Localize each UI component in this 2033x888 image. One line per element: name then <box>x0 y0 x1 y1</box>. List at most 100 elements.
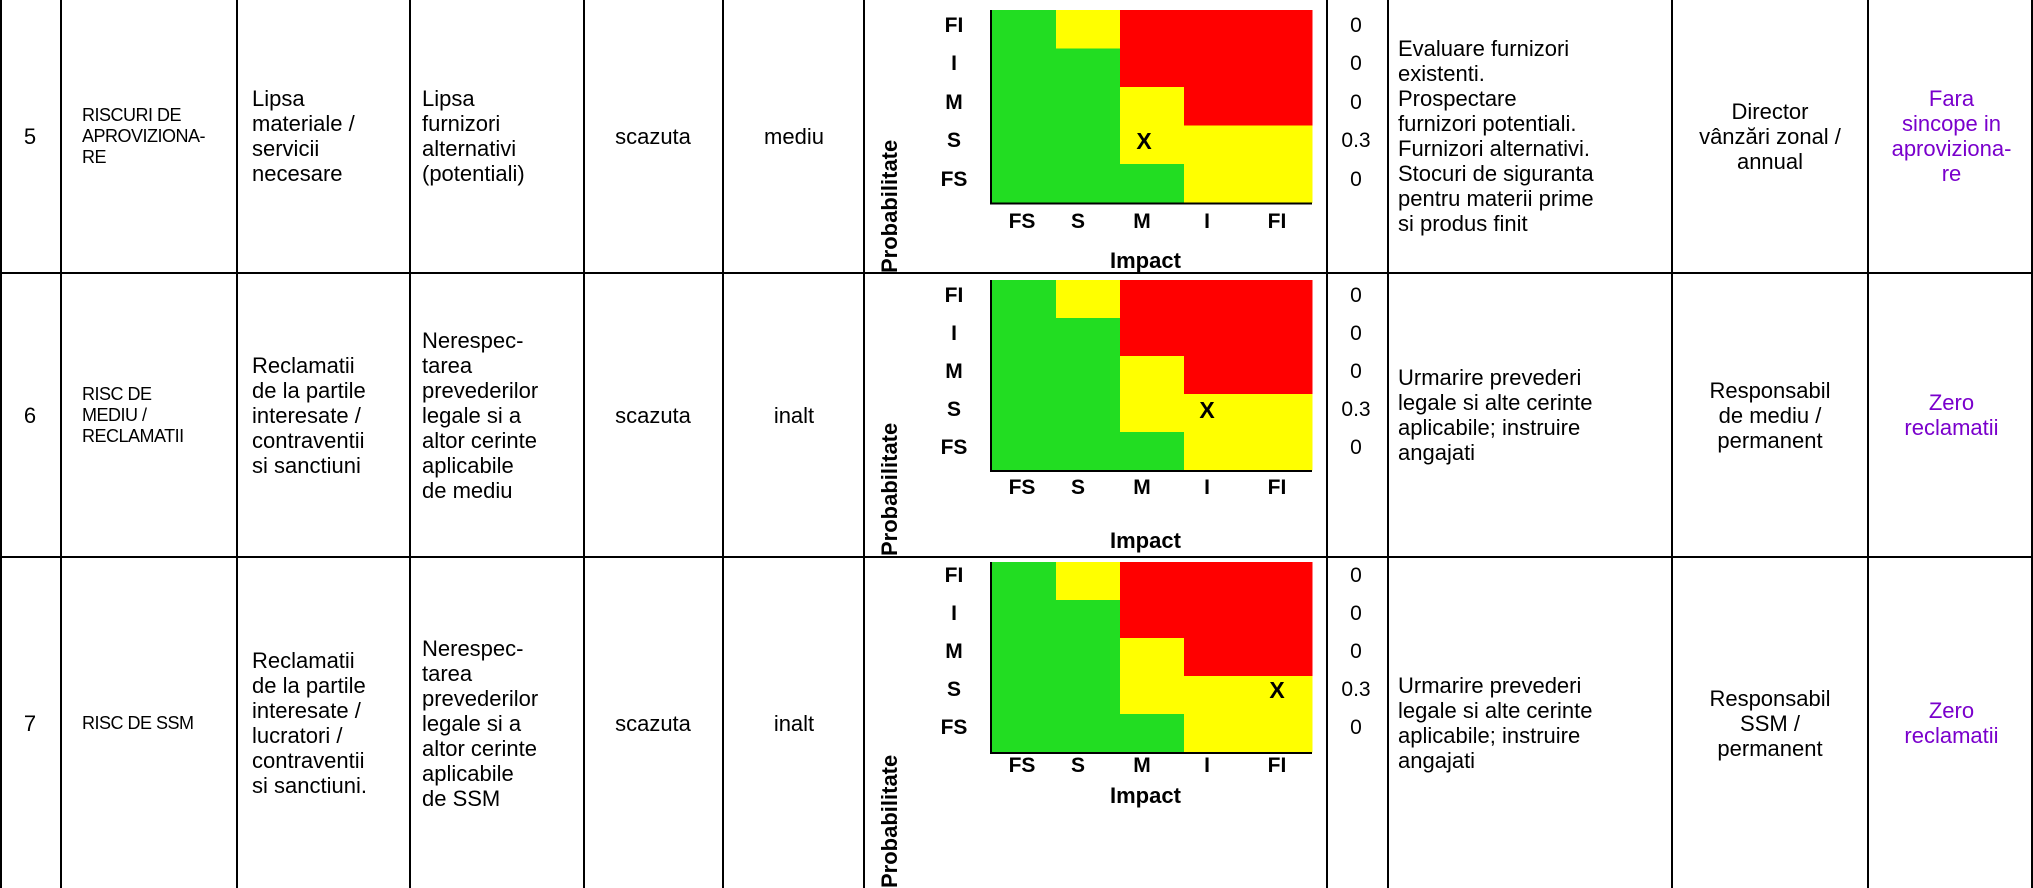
row-label-s: S <box>946 129 961 152</box>
matrix-cell-m-i <box>1184 638 1249 677</box>
col-label-s: S <box>1070 210 1085 233</box>
column-divider <box>1387 0 1389 888</box>
row-7-category: RISC DE SSM <box>82 712 194 733</box>
matrix-cell-i-i <box>1184 318 1249 357</box>
row-6-pvalue-s: 0.3 <box>1341 398 1371 421</box>
row-7-pvalue-i: 0 <box>1350 602 1362 625</box>
matrix-cell-m-fs <box>992 638 1057 677</box>
column-divider <box>0 0 2 888</box>
row-label-i: I <box>951 602 957 625</box>
matrix-cell-s-i <box>1184 394 1249 433</box>
matrix-cell-i-s <box>1056 318 1121 357</box>
matrix-cell-i-s <box>1056 48 1121 88</box>
col-label-fs: FS <box>1008 476 1036 499</box>
matrix-cell-i-fi <box>1248 48 1313 88</box>
row-label-m: M <box>945 360 963 383</box>
row-6-target: Zero reclamatii <box>1904 390 1999 440</box>
risk-matrix-cells <box>990 10 1313 205</box>
matrix-cell-m-s <box>1056 87 1121 126</box>
impact-axis-label: Impact <box>1110 248 1181 273</box>
matrix-cell-s-fs <box>992 125 1057 165</box>
matrix-cell-m-fs <box>992 356 1057 395</box>
matrix-cell-fi-m <box>1120 562 1185 601</box>
row-label-i: I <box>951 322 957 345</box>
matrix-cell-fs-fi <box>1248 164 1313 203</box>
row-5-pvalue-i: 0 <box>1350 52 1362 75</box>
col-label-s: S <box>1070 476 1085 499</box>
matrix-cell-fi-fi <box>1248 10 1313 49</box>
row-7-pvalue-s: 0.3 <box>1341 678 1371 701</box>
row-6-cause: Nerespec- tarea prevederilor legale si a… <box>422 327 539 503</box>
col-label-i: I <box>1204 476 1210 499</box>
col-label-fi: FI <box>1267 476 1287 499</box>
matrix-cell-s-fi <box>1248 394 1313 433</box>
matrix-cell-s-fs <box>992 676 1057 715</box>
row-7-target: Zero reclamatii <box>1904 698 1999 748</box>
col-label-s: S <box>1070 754 1085 777</box>
risk-mark: X <box>1199 397 1215 423</box>
column-divider <box>863 0 865 888</box>
risk-matrix-row-5: Probabilitate FI I M S FS FS S M I FI Im… <box>872 0 1332 273</box>
matrix-cell-s-s <box>1056 125 1121 165</box>
row-label-m: M <box>945 91 963 114</box>
risk-matrix-grid <box>990 280 1313 472</box>
row-6-description: Reclamatii de la partile interesate / co… <box>252 352 366 478</box>
row-5-pvalue-fs: 0 <box>1350 168 1362 191</box>
matrix-cell-m-fi <box>1248 87 1313 126</box>
matrix-cell-m-s <box>1056 356 1121 395</box>
matrix-cell-s-fs <box>992 394 1057 433</box>
column-divider <box>409 0 411 888</box>
matrix-cell-fi-fi <box>1248 280 1313 319</box>
column-divider <box>583 0 585 888</box>
col-label-m: M <box>1133 210 1151 233</box>
matrix-cell-fs-fs <box>992 714 1057 753</box>
matrix-cell-fi-fs <box>992 280 1057 319</box>
row-label-s: S <box>946 678 961 701</box>
row-7-measures: Urmarire prevederi legale si alte cerint… <box>1398 673 1593 773</box>
matrix-cell-fi-m <box>1120 280 1185 319</box>
col-label-fs: FS <box>1008 210 1036 233</box>
matrix-cell-fi-fs <box>992 562 1057 601</box>
column-divider <box>2031 0 2033 888</box>
row-7-pvalue-fs: 0 <box>1350 716 1362 739</box>
row-6-measures: Urmarire prevederi legale si alte cerint… <box>1398 365 1593 465</box>
row-label-m: M <box>945 640 963 663</box>
risk-mark: X <box>1136 128 1152 154</box>
row-5-responsible: Director vânzări zonal / annual <box>1699 98 1841 174</box>
matrix-cell-fi-s <box>1056 280 1121 319</box>
matrix-cell-fi-i <box>1184 10 1249 49</box>
row-5-pvalue-m: 0 <box>1350 91 1362 114</box>
matrix-cell-i-fs <box>992 318 1057 357</box>
matrix-cell-i-m <box>1120 48 1185 88</box>
column-divider <box>1867 0 1869 888</box>
matrix-cell-s-s <box>1056 676 1121 715</box>
row-label-fs: FS <box>940 168 968 191</box>
row-7-number: 7 <box>23 710 37 736</box>
col-label-m: M <box>1133 754 1151 777</box>
col-label-i: I <box>1204 210 1210 233</box>
matrix-cell-s-i <box>1184 125 1249 165</box>
matrix-cell-s-s <box>1056 394 1121 433</box>
matrix-cell-fi-s <box>1056 562 1121 601</box>
matrix-cell-m-fi <box>1248 356 1313 395</box>
matrix-cell-fs-m <box>1120 164 1185 203</box>
row-7-impact: inalt <box>773 710 815 736</box>
matrix-cell-m-i <box>1184 356 1249 395</box>
row-7-cause: Nerespec- tarea prevederilor legale si a… <box>422 635 539 811</box>
row-7-pvalue-fi: 0 <box>1350 564 1362 587</box>
row-label-fi: FI <box>944 564 964 587</box>
matrix-cell-m-m <box>1120 638 1185 677</box>
matrix-cell-i-fi <box>1248 600 1313 639</box>
row-6-pvalue-fs: 0 <box>1350 436 1362 459</box>
matrix-cell-fs-s <box>1056 432 1121 471</box>
matrix-cell-s-m <box>1120 394 1185 433</box>
matrix-cell-i-fi <box>1248 318 1313 357</box>
row-5-measures: Evaluare furnizori existenti. Prospectar… <box>1398 36 1594 236</box>
col-label-i: I <box>1204 754 1210 777</box>
matrix-cell-s-m <box>1120 676 1185 715</box>
impact-axis-label: Impact <box>1110 528 1181 553</box>
matrix-cell-i-s <box>1056 600 1121 639</box>
row-5-number: 5 <box>23 123 37 149</box>
row-5-cause: Lipsa furnizori alternativi (potentiali) <box>422 86 525 186</box>
